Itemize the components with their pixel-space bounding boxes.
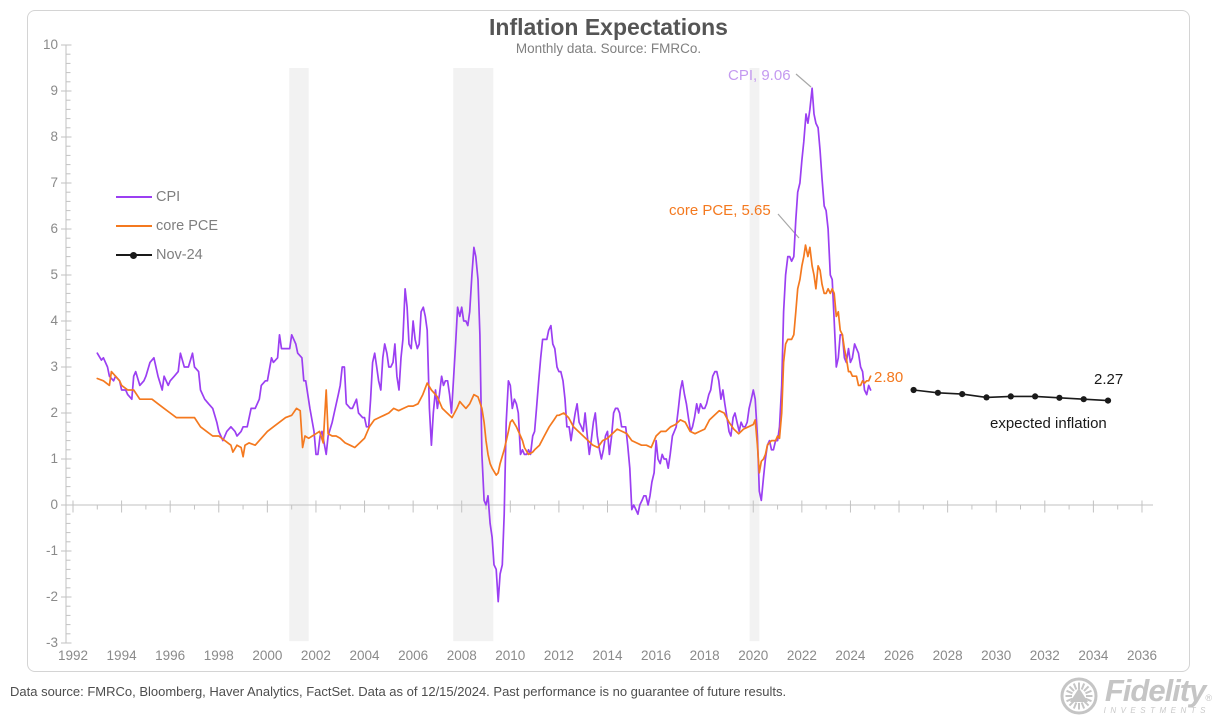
y-tick-label: 5	[50, 267, 58, 282]
registered-mark: ®	[1205, 693, 1212, 703]
y-tick-label: -1	[45, 543, 58, 558]
legend-item-cpi: CPI	[116, 187, 218, 207]
legend-item-core-pce: core PCE	[116, 216, 218, 236]
y-tick-label: 7	[50, 175, 58, 190]
annotation-leader-lines	[777, 73, 812, 239]
x-tick-label: 2028	[932, 648, 963, 663]
core-pce-line	[96, 244, 872, 476]
x-tick-label: 2030	[981, 648, 1012, 663]
x-tick-label: 1996	[155, 648, 186, 663]
cpi-peak-annotation: CPI, 9.06	[728, 67, 791, 84]
x-tick-label: 2014	[592, 648, 623, 663]
fidelity-investments-label: INVESTMENTS	[1103, 706, 1210, 715]
x-tick-label: 1994	[106, 648, 137, 663]
x-tick-label: 2024	[835, 648, 866, 663]
core-pce-peak-annotation: core PCE, 5.65	[669, 202, 771, 219]
x-tick-label: 2008	[446, 648, 477, 663]
x-tick-label: 2000	[252, 648, 283, 663]
x-tick-label: 1998	[203, 648, 234, 663]
forecast-last-value: 2.27	[1094, 371, 1124, 388]
chart-subtitle: Monthly data. Source: FMRCo.	[515, 41, 702, 56]
x-tick-label: 1992	[57, 648, 89, 663]
fidelity-sunburst-icon	[1060, 677, 1098, 715]
chart-card: Inflation Expectations Monthly data. Sou…	[27, 10, 1190, 672]
legend-label: core PCE	[156, 218, 219, 234]
legend-item-nov-24: Nov-24	[116, 245, 218, 265]
y-tick-label: 0	[50, 497, 58, 512]
fidelity-wordmark: Fidelity	[1104, 673, 1207, 708]
axes	[61, 44, 1153, 644]
x-tick-label: 2022	[786, 648, 817, 663]
legend-marker-dot	[130, 252, 137, 259]
x-tick-label: 2018	[689, 648, 720, 663]
y-tick-label: 9	[50, 83, 58, 98]
x-tick-label: 2012	[543, 648, 574, 663]
nov-24-line	[910, 386, 1112, 404]
x-tick-label: 2034	[1078, 648, 1109, 663]
footnote: Data source: FMRCo, Bloomberg, Haver Ana…	[10, 684, 787, 699]
y-tick-label: 8	[50, 129, 58, 144]
x-tick-label: 2020	[738, 648, 769, 663]
y-tick-label: -3	[45, 635, 58, 650]
legend-swatch	[116, 252, 152, 259]
y-tick-label: 10	[42, 37, 58, 52]
x-tick-label: 2004	[349, 648, 380, 663]
legend-label: Nov-24	[156, 247, 203, 263]
core-pce-last-value: 2.80	[874, 369, 904, 386]
chart-plot	[61, 44, 1153, 644]
x-tick-label: 2032	[1029, 648, 1060, 663]
y-tick-label: 4	[50, 313, 58, 328]
x-tick-label: 2006	[398, 648, 429, 663]
x-tick-label: 2010	[495, 648, 526, 663]
legend: CPI core PCE Nov-24	[116, 187, 218, 274]
chart-title: Inflation Expectations	[489, 14, 728, 40]
y-tick-label: -2	[45, 589, 58, 604]
y-tick-label: 3	[50, 359, 58, 374]
y-tick-label: 6	[50, 221, 58, 236]
x-tick-label: 2026	[883, 648, 915, 663]
x-tick-label: 2002	[300, 648, 331, 663]
x-tick-label: 2036	[1126, 648, 1157, 663]
expected-inflation-label: expected inflation	[990, 415, 1107, 432]
recession-bands	[289, 68, 760, 642]
y-tick-label: 1	[50, 451, 58, 466]
legend-swatch	[116, 225, 152, 227]
legend-label: CPI	[156, 189, 181, 205]
fidelity-logo: Fidelity® INVESTMENTS	[1058, 675, 1212, 717]
y-tick-label: 2	[50, 405, 58, 420]
legend-swatch	[116, 196, 152, 198]
x-tick-label: 2016	[641, 648, 672, 663]
